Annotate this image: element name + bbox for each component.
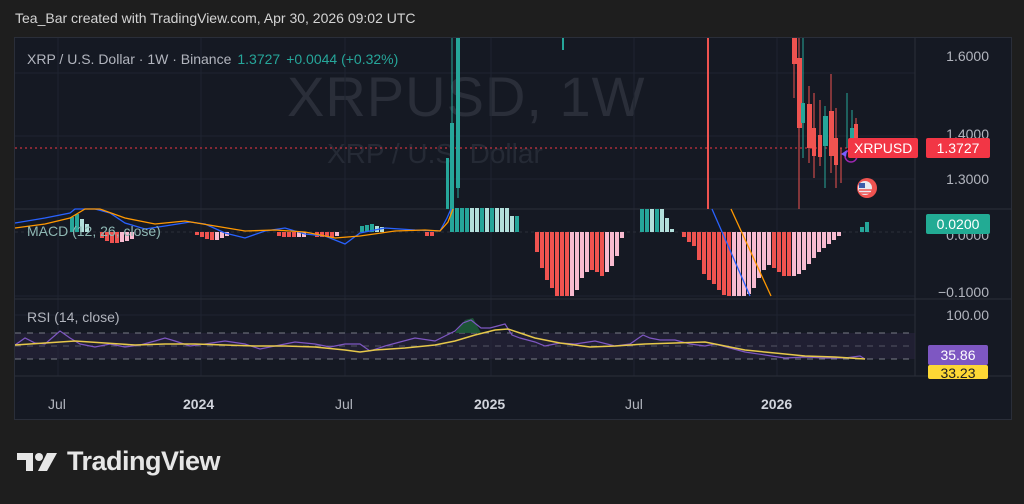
rsi-title[interactable]: RSI (14, close) [27, 309, 120, 325]
chart-frame[interactable]: XRPUSD, 1W XRP / U.S. Dollar [14, 37, 1012, 420]
macd-tick-neg: −0.1000 [938, 284, 989, 300]
rsi-pane [15, 318, 915, 360]
watermark-ticker: XRPUSD, 1W [287, 65, 646, 128]
rsi-ma-line [15, 328, 866, 360]
price-change: +0.0044 (+0.32%) [286, 51, 399, 67]
tradingview-logo[interactable]: TradingView [17, 446, 221, 477]
time-label-jul-2023: Jul [48, 396, 66, 412]
tradingview-logo-icon [17, 452, 57, 471]
time-label-2026: 2026 [761, 396, 793, 412]
time-label-2025: 2025 [474, 396, 506, 412]
price-candles [446, 38, 858, 209]
chart-caption: Tea_Bar created with TradingView.com, Ap… [15, 10, 416, 26]
macd-value-tag: 0.0200 [926, 214, 990, 234]
macd-title[interactable]: MACD (12, 26, close) [27, 223, 161, 239]
rsi-ma-tag: 33.23 [928, 365, 988, 379]
macd-lines [15, 208, 772, 297]
rsi-value-tag: 35.86 [928, 345, 988, 365]
time-label-jul-2024: Jul [335, 396, 353, 412]
tradingview-logo-text: TradingView [67, 446, 221, 476]
symbol-tag: XRPUSD [848, 138, 919, 158]
last-price-tag: 1.3727 [926, 138, 990, 158]
time-label-2024: 2024 [183, 396, 215, 412]
rsi-tick-100: 100.00 [946, 307, 989, 323]
time-label-jul-2025: Jul [625, 396, 643, 412]
symbol-description: XRP / U.S. Dollar · 1W · Binance [27, 51, 232, 67]
last-price: 1.3727 [237, 51, 281, 67]
chart-canvas[interactable] [15, 38, 1012, 420]
price-tick-3: 1.3000 [946, 171, 989, 187]
price-tick-1: 1.6000 [946, 48, 989, 64]
symbol-legend[interactable]: XRP / U.S. Dollar · 1W · Binance 1.3727 +0… [27, 51, 398, 67]
watermark-name: XRP / U.S. Dollar [327, 138, 543, 169]
event-markers [841, 149, 877, 198]
macd-histogram [15, 208, 915, 296]
